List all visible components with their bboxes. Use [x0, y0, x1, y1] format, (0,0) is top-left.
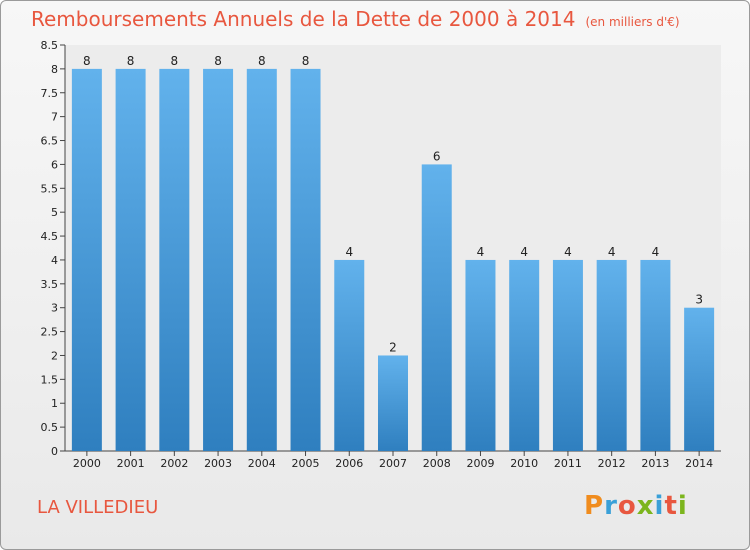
logo-letter: o — [617, 491, 637, 521]
x-tick-label: 2007 — [379, 457, 407, 470]
x-tick-label: 2013 — [641, 457, 669, 470]
y-tick-label: 4.5 — [41, 230, 59, 243]
bar-value-label: 2 — [389, 340, 397, 354]
x-tick-label: 2002 — [160, 457, 188, 470]
bar — [596, 259, 627, 451]
bar — [71, 68, 102, 451]
logo-letter: x — [636, 491, 655, 521]
y-tick-label: 3 — [51, 302, 58, 315]
bar — [246, 68, 277, 451]
place-name: LA VILLEDIEU — [37, 497, 159, 518]
y-tick-label: 7.5 — [41, 87, 59, 100]
x-tick-label: 2014 — [685, 457, 713, 470]
y-tick-label: 8 — [51, 63, 58, 76]
y-tick-label: 4 — [51, 254, 58, 267]
bar-value-label: 4 — [608, 245, 616, 259]
bar — [290, 68, 321, 451]
bar-value-label: 8 — [127, 54, 135, 68]
y-tick-label: 6.5 — [41, 135, 59, 148]
bar — [421, 164, 452, 452]
y-tick-label: 6 — [51, 158, 58, 171]
y-tick-label: 3.5 — [41, 278, 59, 291]
bar — [378, 355, 408, 451]
logo-letter: i — [654, 491, 665, 521]
x-tick-label: 2012 — [598, 457, 626, 470]
logo-letter: P — [584, 491, 605, 521]
bar — [552, 259, 583, 451]
logo-letter: t — [664, 491, 678, 521]
bar-value-label: 4 — [520, 245, 528, 259]
bar — [465, 259, 496, 451]
bar-value-label: 4 — [652, 245, 660, 259]
bar-value-label: 4 — [477, 245, 485, 259]
x-tick-label: 2004 — [248, 457, 276, 470]
x-tick-label: 2008 — [423, 457, 451, 470]
bar-value-label: 8 — [258, 54, 266, 68]
bar — [334, 259, 365, 451]
y-tick-label: 2 — [51, 349, 58, 362]
bar-value-label: 4 — [345, 245, 353, 259]
x-tick-label: 2005 — [292, 457, 320, 470]
y-tick-label: 0 — [51, 445, 58, 458]
y-tick-label: 7 — [51, 111, 58, 124]
x-tick-label: 2009 — [466, 457, 494, 470]
y-tick-label: 2.5 — [41, 326, 59, 339]
x-tick-label: 2010 — [510, 457, 538, 470]
bar-value-label: 8 — [83, 54, 91, 68]
bar-value-label: 8 — [214, 54, 222, 68]
title-text: Remboursements Annuels de la Dette de 20… — [31, 7, 576, 31]
bar-value-label: 3 — [695, 293, 703, 307]
y-tick-label: 1.5 — [41, 373, 59, 386]
chart-title: Remboursements Annuels de la Dette de 20… — [31, 7, 680, 31]
y-tick-label: 1 — [51, 397, 58, 410]
title-unit: (en milliers d'€) — [585, 15, 680, 29]
bar-value-label: 6 — [433, 149, 441, 163]
bar-value-label: 8 — [171, 54, 179, 68]
bar — [684, 307, 715, 451]
bar — [115, 68, 146, 451]
x-tick-label: 2000 — [73, 457, 101, 470]
x-tick-label: 2001 — [117, 457, 145, 470]
bar — [159, 68, 190, 451]
x-tick-label: 2006 — [335, 457, 363, 470]
y-tick-label: 5.5 — [41, 182, 59, 195]
bar — [509, 259, 540, 451]
bar-value-label: 4 — [564, 245, 572, 259]
y-tick-label: 0.5 — [41, 421, 59, 434]
y-tick-label: 8.5 — [41, 39, 59, 52]
bar — [203, 68, 234, 451]
bar — [640, 259, 671, 451]
x-tick-label: 2011 — [554, 457, 582, 470]
logo-letter: r — [604, 491, 618, 521]
y-tick-label: 5 — [51, 206, 58, 219]
logo-letter: i — [677, 491, 688, 521]
x-tick-label: 2003 — [204, 457, 232, 470]
bar-value-label: 8 — [302, 54, 310, 68]
proxiti-logo: Proxiti — [584, 491, 688, 521]
